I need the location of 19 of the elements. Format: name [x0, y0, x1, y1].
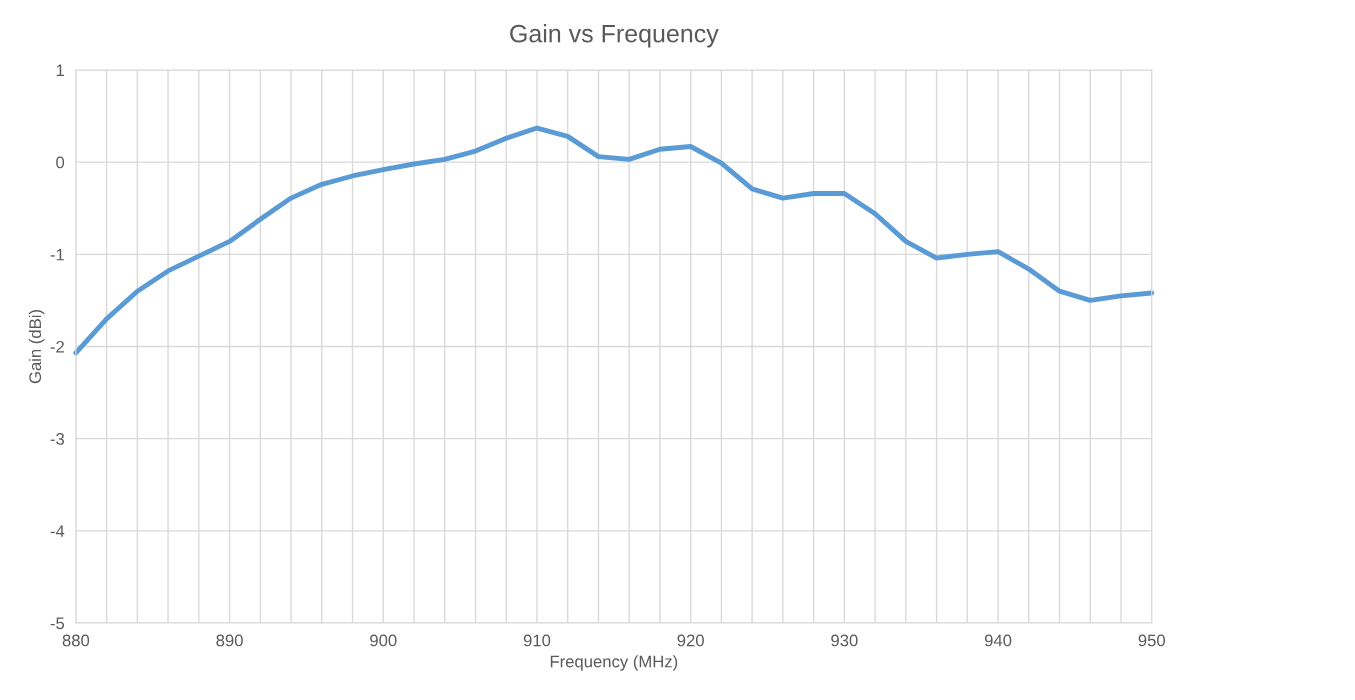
x-tick-label: 890 — [216, 634, 243, 647]
y-tick-label: 0 — [56, 156, 65, 169]
x-tick-label: 880 — [62, 634, 90, 647]
chart-title: Gain vs Frequency — [510, 24, 719, 48]
x-tick-label: 920 — [677, 634, 704, 647]
x-tick-label: 940 — [984, 634, 1012, 647]
line-series — [73, 125, 1155, 356]
x-axis-title: Frequency (MHz) — [550, 655, 678, 671]
x-tick-label: 950 — [1138, 634, 1165, 647]
y-tick-label: 1 — [56, 64, 64, 77]
x-tick-label: 900 — [370, 634, 397, 647]
y-axis-title: Gain (dBi) — [28, 310, 45, 384]
y-tick-label: -2 — [50, 340, 64, 353]
y-tick-label: -4 — [50, 525, 65, 537]
y-tick-label: -3 — [50, 433, 65, 445]
x-tick-label: 910 — [523, 634, 551, 647]
y-tick-label: -1 — [50, 248, 64, 261]
x-tick-label: 930 — [831, 634, 858, 647]
y-tick-label: -5 — [50, 617, 65, 630]
